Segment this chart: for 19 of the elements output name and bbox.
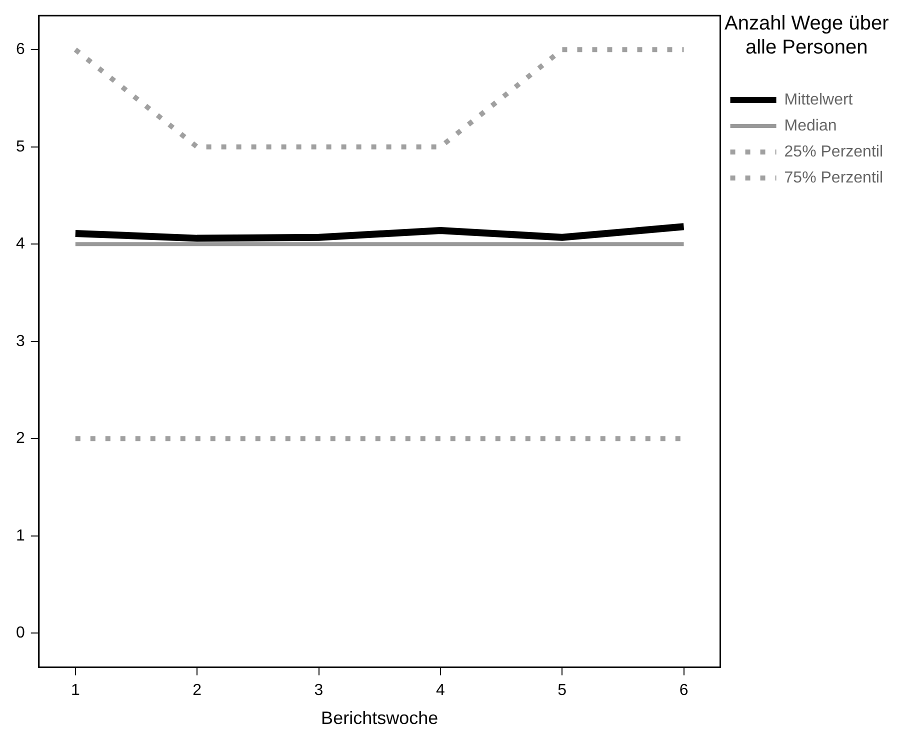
- y-tick-label: 1: [16, 527, 25, 544]
- x-tick-label: 2: [192, 682, 202, 700]
- y-tick-label: 4: [16, 236, 25, 253]
- x-tick-label: 6: [679, 682, 688, 700]
- legend-label: 75% Perzentil: [784, 169, 883, 186]
- y-tick-label: 6: [16, 41, 25, 58]
- x-tick-label: 1: [70, 682, 80, 700]
- legend-title: Anzahl Wege über alle Personen: [724, 12, 890, 59]
- y-tick-label: 3: [16, 332, 25, 350]
- legend-label: 25% Perzentil: [784, 143, 883, 160]
- x-tick-label: 5: [558, 682, 567, 700]
- x-axis-title: Berichtswoche: [321, 708, 438, 728]
- x-tick-label: 4: [436, 682, 445, 700]
- y-tick-label: 0: [16, 624, 25, 642]
- x-tick-label: 3: [314, 682, 324, 700]
- y-tick-label: 2: [16, 430, 25, 448]
- y-tick-label: 5: [16, 138, 25, 156]
- legend-label: Mittelwert: [784, 91, 854, 108]
- legend-label: Median: [784, 117, 837, 134]
